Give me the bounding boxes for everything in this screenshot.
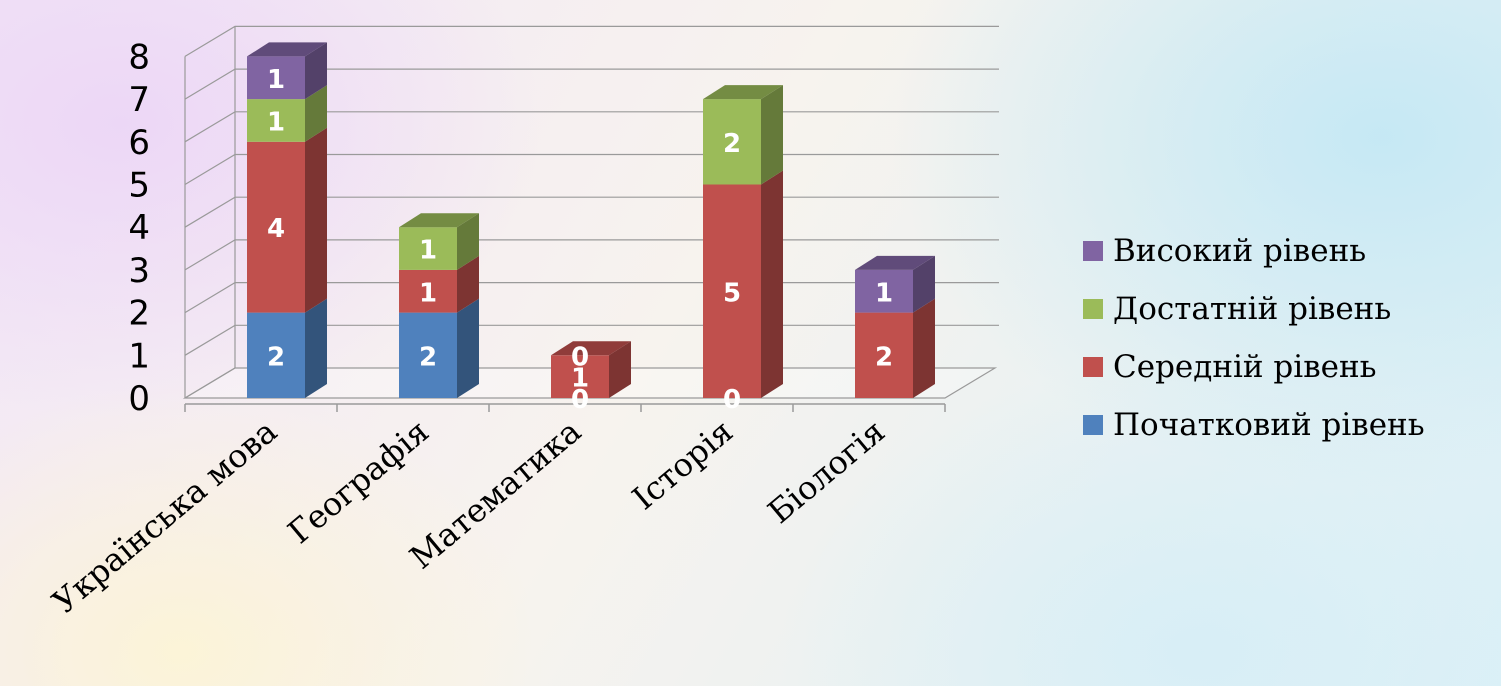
legend-swatch-medium — [1083, 357, 1103, 377]
bar-segment-top — [551, 341, 631, 356]
bar-segment-side — [913, 255, 935, 313]
data-label: 0 — [571, 342, 589, 372]
bar-segment — [399, 269, 457, 313]
legend-item-medium: Середній рівень — [1083, 338, 1425, 396]
bar-segment-side — [305, 85, 327, 142]
bar-segment-side — [761, 170, 783, 398]
data-label: 2 — [875, 342, 893, 372]
bar-segment-top — [399, 213, 479, 228]
legend-swatch-sufficient — [1083, 299, 1103, 319]
bar-segment — [399, 312, 457, 398]
legend-label-initial: Початковий рівень — [1113, 407, 1425, 443]
y-tick-label: 2 — [128, 294, 150, 334]
y-tick-label: 4 — [128, 208, 150, 248]
category-label: Географія — [281, 412, 437, 551]
y-tick-label: 6 — [128, 123, 150, 163]
bar-segment-top — [703, 85, 783, 100]
legend-label-sufficient: Достатній рівень — [1113, 291, 1392, 327]
bar-segment — [247, 56, 305, 100]
data-label: 1 — [571, 364, 589, 394]
legend-swatch-high — [1083, 241, 1103, 261]
bar-segment — [399, 227, 457, 270]
data-label: 5 — [723, 278, 741, 308]
category-label: Біологія — [761, 412, 893, 531]
legend-label-medium: Середній рівень — [1113, 349, 1377, 385]
y-tick-label: 0 — [128, 379, 150, 419]
left-wall-bottom-edge — [184, 367, 236, 399]
y-tick-label: 3 — [128, 251, 150, 291]
bar-segment-side — [305, 42, 327, 100]
legend-item-sufficient: Достатній рівень — [1083, 280, 1425, 338]
bar-segment-side — [609, 341, 631, 398]
legend-label-high: Високий рівень — [1113, 233, 1367, 269]
bar-segment-side — [457, 213, 479, 270]
data-label: 1 — [267, 65, 285, 95]
data-label: 2 — [267, 342, 285, 372]
data-label: 1 — [419, 278, 437, 308]
data-label: 2 — [419, 342, 437, 372]
bar-segment-side — [913, 298, 935, 398]
bar-segment — [551, 355, 609, 398]
bar-segment — [247, 99, 305, 142]
bar-segment-side — [761, 85, 783, 185]
bar-segment — [247, 312, 305, 398]
bar-segment — [703, 184, 761, 398]
bar-segment-top — [855, 255, 935, 270]
legend-swatch-initial — [1083, 415, 1103, 435]
legend-item-initial: Початковий рівень — [1083, 396, 1425, 454]
bar-segment-side — [457, 255, 479, 313]
y-tick-label: 7 — [128, 80, 150, 120]
data-label: 0 — [571, 385, 589, 415]
y-tick-label: 5 — [128, 166, 150, 206]
category-label: Історія — [625, 412, 740, 517]
data-label: 1 — [267, 107, 285, 137]
bar-segment-side — [457, 298, 479, 398]
legend: Високий рівень Достатній рівень Середній… — [1083, 222, 1425, 454]
bar-segment — [703, 99, 761, 185]
bar-segment-top — [247, 42, 327, 57]
data-label: 1 — [875, 278, 893, 308]
data-label: 2 — [723, 129, 741, 159]
data-label: 4 — [267, 214, 285, 244]
data-label: 1 — [419, 236, 437, 266]
y-tick-label: 8 — [128, 37, 150, 77]
data-label: 0 — [723, 385, 741, 415]
bar-segment — [855, 269, 913, 313]
bar-segment-side — [305, 127, 327, 313]
category-label: Українська мова — [45, 412, 284, 621]
bar-segment — [855, 312, 913, 398]
bar-segment-side — [305, 298, 327, 398]
legend-item-high: Високий рівень — [1083, 222, 1425, 280]
y-tick-label: 1 — [128, 336, 150, 376]
bar-segment — [247, 141, 305, 313]
